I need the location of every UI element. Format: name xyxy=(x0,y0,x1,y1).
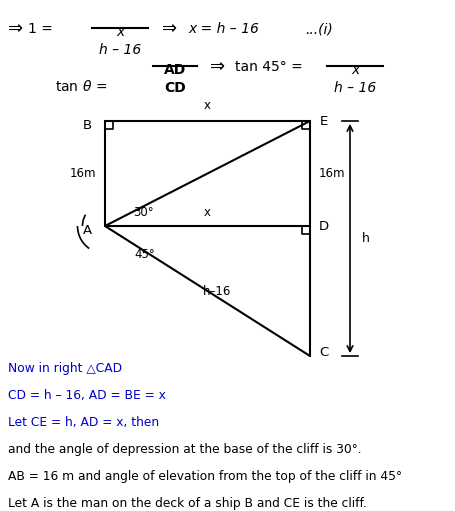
Text: x: x xyxy=(203,205,211,219)
Text: E: E xyxy=(319,114,328,128)
Text: h – 16: h – 16 xyxy=(333,81,375,95)
Text: ⇒: ⇒ xyxy=(210,58,225,76)
Text: ⇒: ⇒ xyxy=(162,20,177,38)
Text: h – 16: h – 16 xyxy=(99,43,141,57)
Text: CD: CD xyxy=(164,81,186,95)
Text: x: x xyxy=(116,25,124,39)
Text: ...(i): ...(i) xyxy=(304,22,332,36)
Text: A: A xyxy=(82,223,91,237)
Text: CD = h – 16, AD = BE = x: CD = h – 16, AD = BE = x xyxy=(8,389,166,402)
Text: 45°: 45° xyxy=(134,247,155,261)
Text: x: x xyxy=(203,99,211,111)
Text: x: x xyxy=(350,63,359,77)
Text: 30°: 30° xyxy=(132,205,153,219)
Text: ⇒: ⇒ xyxy=(8,20,23,38)
Text: tan $\theta$ =: tan $\theta$ = xyxy=(55,79,107,94)
Text: 1 =: 1 = xyxy=(28,22,53,36)
Text: Let A is the man on the deck of a ship B and CE is the cliff.: Let A is the man on the deck of a ship B… xyxy=(8,497,366,510)
Text: Let CE = h, AD = x, then: Let CE = h, AD = x, then xyxy=(8,416,159,429)
Text: AB = 16 m and angle of elevation from the top of the cliff in 45°: AB = 16 m and angle of elevation from th… xyxy=(8,470,401,483)
Text: 16m: 16m xyxy=(70,167,96,180)
Text: and the angle of depression at the base of the cliff is 30°.: and the angle of depression at the base … xyxy=(8,443,361,456)
Text: x = h – 16: x = h – 16 xyxy=(187,22,258,36)
Text: 16m: 16m xyxy=(318,167,344,180)
Text: B: B xyxy=(82,119,91,131)
Text: C: C xyxy=(318,345,328,359)
Text: h: h xyxy=(361,232,369,245)
Text: tan 45° =: tan 45° = xyxy=(234,60,302,74)
Text: D: D xyxy=(318,220,329,233)
Text: AD: AD xyxy=(163,63,186,77)
Text: Now in right △CAD: Now in right △CAD xyxy=(8,362,122,375)
Text: h–16: h–16 xyxy=(203,285,231,297)
